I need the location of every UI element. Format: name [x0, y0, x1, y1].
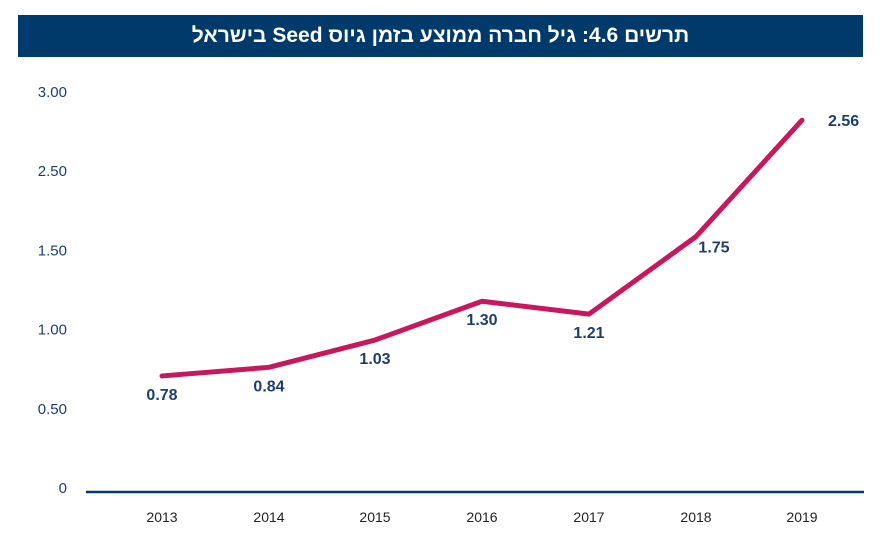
y-tick-label: 0 [59, 480, 67, 497]
y-tick-label: 2.50 [38, 163, 67, 180]
y-tick-label: 1.00 [38, 322, 67, 339]
data-label: 0.78 [146, 387, 177, 404]
x-tick-label: 2019 [786, 509, 817, 525]
x-tick-label: 2013 [146, 509, 177, 525]
x-tick-label: 2017 [573, 509, 604, 525]
chart-title: תרשים 4.6: גיל חברה ממוצע בזמן גיוס Seed… [18, 15, 863, 57]
data-label: 1.03 [359, 351, 390, 368]
x-tick-label: 2016 [466, 509, 497, 525]
data-label: 1.21 [573, 325, 604, 342]
data-label: 1.30 [466, 312, 497, 329]
x-tick-label: 2018 [680, 509, 711, 525]
data-label: 1.75 [698, 240, 729, 257]
x-tick-label: 2015 [359, 509, 390, 525]
data-label: 0.84 [253, 378, 284, 395]
y-tick-label: 1.50 [38, 242, 67, 259]
x-tick-label: 2014 [253, 509, 284, 525]
data-label: 2.56 [828, 113, 859, 130]
y-tick-label: 3.00 [38, 84, 67, 101]
y-tick-label: 0.50 [38, 401, 67, 418]
